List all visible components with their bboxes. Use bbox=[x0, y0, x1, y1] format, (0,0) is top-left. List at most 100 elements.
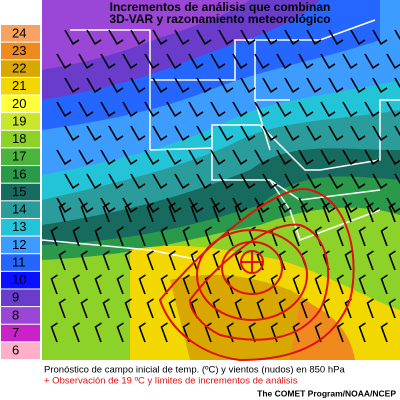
color-label: 16 bbox=[12, 166, 26, 181]
barb bbox=[174, 173, 190, 190]
label-box bbox=[10, 148, 40, 166]
barb bbox=[372, 77, 388, 94]
barb bbox=[204, 226, 212, 247]
barb bbox=[278, 202, 286, 223]
color-label: 13 bbox=[12, 219, 26, 234]
barb bbox=[232, 101, 248, 118]
color-box bbox=[1, 271, 10, 289]
barb bbox=[212, 202, 220, 223]
barb bbox=[350, 125, 366, 142]
barb bbox=[248, 322, 256, 343]
barb bbox=[210, 53, 226, 70]
barb bbox=[78, 53, 94, 70]
barb bbox=[276, 101, 292, 118]
color-box bbox=[1, 254, 10, 271]
barb bbox=[182, 226, 190, 247]
barb bbox=[116, 322, 124, 343]
barb bbox=[306, 173, 322, 190]
barb bbox=[350, 77, 366, 94]
barb bbox=[166, 149, 182, 166]
barb bbox=[358, 274, 366, 295]
barb bbox=[276, 197, 292, 214]
barb bbox=[146, 298, 154, 319]
barb bbox=[218, 77, 234, 94]
barb bbox=[166, 197, 182, 214]
barb bbox=[240, 29, 256, 46]
barb bbox=[130, 77, 146, 94]
barb bbox=[102, 250, 110, 271]
color-label: 12 bbox=[12, 237, 26, 252]
barb bbox=[124, 250, 132, 271]
color-label: 19 bbox=[12, 113, 26, 128]
barb bbox=[388, 298, 396, 319]
color-label: 15 bbox=[12, 184, 26, 199]
barb bbox=[262, 77, 278, 94]
barb bbox=[372, 29, 388, 46]
barb bbox=[130, 173, 146, 190]
caption: Pronóstico de campo inicial de temp. (ºC… bbox=[44, 365, 345, 376]
barb bbox=[188, 149, 204, 166]
barb bbox=[122, 53, 138, 70]
barb bbox=[56, 101, 72, 118]
color-label: 24 bbox=[12, 25, 26, 40]
barb bbox=[284, 77, 300, 94]
barb bbox=[168, 250, 176, 271]
barb bbox=[372, 173, 388, 190]
barb bbox=[56, 53, 72, 70]
barb bbox=[146, 250, 154, 271]
barb bbox=[152, 173, 168, 190]
barb bbox=[212, 298, 220, 319]
barb bbox=[144, 149, 160, 166]
barb bbox=[196, 173, 212, 190]
barb bbox=[232, 149, 248, 166]
barb bbox=[276, 53, 292, 70]
barb bbox=[314, 274, 322, 295]
barb bbox=[366, 250, 374, 271]
label-box bbox=[10, 60, 40, 77]
barb bbox=[254, 149, 270, 166]
barb bbox=[298, 101, 314, 118]
barb bbox=[366, 298, 374, 319]
barb bbox=[56, 197, 72, 214]
barb bbox=[100, 53, 116, 70]
label-box bbox=[10, 42, 40, 60]
barb bbox=[232, 53, 248, 70]
barb bbox=[284, 29, 300, 46]
wind-barbs bbox=[50, 29, 400, 343]
label-box bbox=[10, 166, 40, 183]
barb bbox=[152, 125, 168, 142]
barb bbox=[174, 125, 190, 142]
barb bbox=[364, 101, 380, 118]
label-box bbox=[10, 236, 40, 254]
color-label: 14 bbox=[12, 202, 26, 217]
barb bbox=[320, 197, 336, 214]
caption: + Observación de 19 ºC y límites de incr… bbox=[44, 376, 298, 387]
barb bbox=[190, 250, 198, 271]
barb bbox=[262, 125, 278, 142]
barb bbox=[174, 29, 190, 46]
barb bbox=[298, 53, 314, 70]
barb bbox=[122, 197, 138, 214]
barb bbox=[168, 202, 176, 223]
barb bbox=[380, 274, 388, 295]
barb bbox=[262, 173, 278, 190]
barb bbox=[86, 77, 102, 94]
barb bbox=[80, 298, 88, 319]
barb bbox=[196, 77, 212, 94]
color-label: 11 bbox=[12, 254, 26, 269]
barb bbox=[292, 322, 300, 343]
barb bbox=[144, 53, 160, 70]
barb bbox=[240, 77, 256, 94]
barb bbox=[168, 298, 176, 319]
map: Incrementos de análisis que combinan 3D-… bbox=[41, 0, 400, 362]
barb bbox=[328, 29, 344, 46]
label-box bbox=[10, 77, 40, 95]
barb bbox=[72, 274, 80, 295]
barb bbox=[342, 197, 358, 214]
barb bbox=[204, 322, 212, 343]
barb bbox=[358, 322, 366, 343]
label-box bbox=[10, 113, 40, 130]
barb bbox=[366, 202, 374, 223]
barb bbox=[386, 149, 400, 166]
barb bbox=[144, 101, 160, 118]
